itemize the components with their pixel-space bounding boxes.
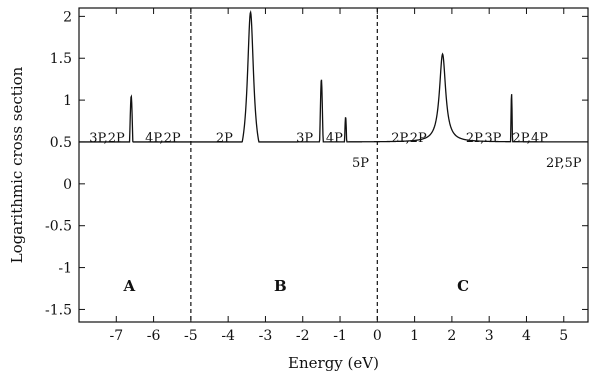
y-tick-label: -0.5 xyxy=(45,219,72,235)
x-tick-label: 3 xyxy=(485,328,494,344)
region-divider-lines xyxy=(191,8,377,322)
region-label: C xyxy=(457,277,469,295)
series-layer xyxy=(79,12,588,142)
region-labels: A B C xyxy=(123,277,470,295)
peak-label: 2P xyxy=(216,131,233,146)
plot-border xyxy=(79,8,588,322)
x-axis-ticks: -7 -6 -5 -4 -3 -2 -1 0 1 2 3 4 5 xyxy=(109,8,568,344)
x-tick-label: 4 xyxy=(522,328,531,344)
x-tick-label: 5 xyxy=(559,328,568,344)
peak-label: 2P,2P xyxy=(391,131,427,146)
peak-label: 2P,3P xyxy=(466,131,502,146)
y-tick-label: 1 xyxy=(63,93,72,109)
peak-label: 4P xyxy=(326,131,343,146)
y-tick-label: 1.5 xyxy=(50,51,72,67)
y-tick-label: -1.5 xyxy=(45,302,72,318)
y-tick-label: 2 xyxy=(63,9,72,25)
x-tick-label: -2 xyxy=(296,328,310,344)
y-axis-ticks: -1.5 -1 -0.5 0 0.5 1 1.5 2 xyxy=(45,9,588,318)
y-tick-label: 0.5 xyxy=(50,135,72,151)
cross-section-line xyxy=(79,12,588,142)
peak-annotations: 3P,2P 4P,2P 2P 3P 4P 5P 2P,2P 2P,3P 2P,4P 2P,5P xyxy=(89,131,582,171)
peak-label: 4P,2P xyxy=(145,131,181,146)
peak-label: 2P,4P xyxy=(512,131,548,146)
y-tick-label: 0 xyxy=(63,177,72,193)
x-tick-label: -4 xyxy=(221,328,235,344)
region-label: A xyxy=(123,277,136,295)
peak-label: 5P xyxy=(352,156,369,171)
y-tick-label: -1 xyxy=(58,261,72,277)
peak-label: 3P,2P xyxy=(89,131,125,146)
region-label: B xyxy=(274,277,287,295)
x-axis-title: Energy (eV) xyxy=(288,354,379,372)
x-tick-label: -6 xyxy=(147,328,161,344)
x-tick-label: -5 xyxy=(184,328,198,344)
plot-frame xyxy=(79,8,588,322)
x-tick-label: -3 xyxy=(259,328,273,344)
peak-label: 3P xyxy=(296,131,313,146)
y-axis-title: Logarithmic cross section xyxy=(8,66,26,263)
x-tick-label: -7 xyxy=(109,328,123,344)
x-tick-label: 1 xyxy=(410,328,419,344)
peak-label: 2P,5P xyxy=(546,156,582,171)
x-tick-label: 2 xyxy=(447,328,456,344)
x-tick-label: 0 xyxy=(373,328,382,344)
x-tick-label: -1 xyxy=(333,328,347,344)
